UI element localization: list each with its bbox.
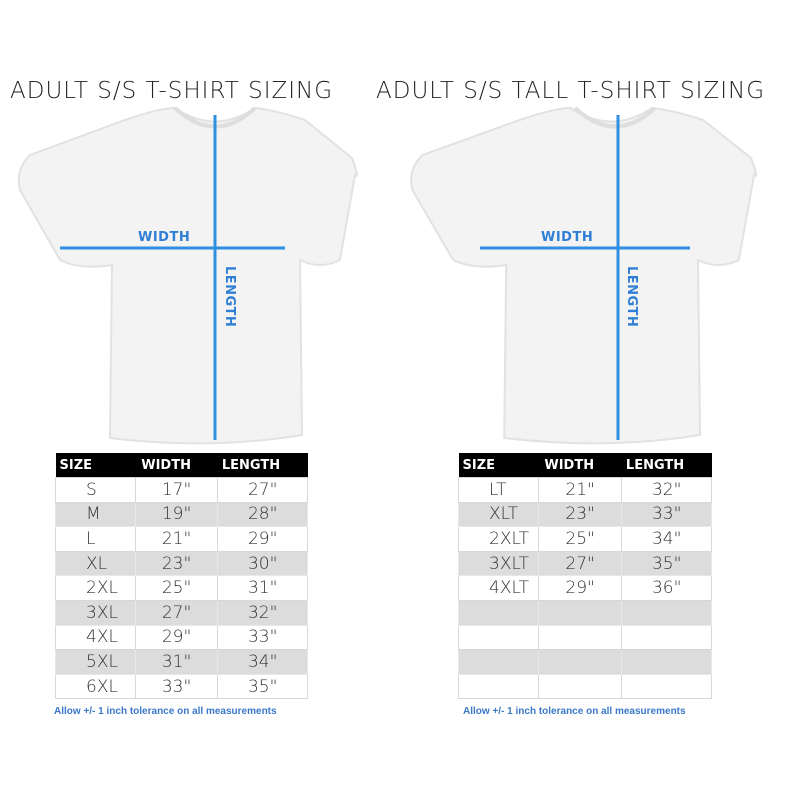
table-row	[458, 673, 712, 700]
header-size: SIZE	[55, 453, 136, 478]
cell-size	[458, 673, 539, 700]
cell-size: LT	[458, 477, 539, 503]
cell-size: 2XLT	[458, 526, 539, 552]
cell-length: 35"	[621, 550, 712, 577]
cell-length: 28"	[217, 501, 308, 528]
cell-width: 19"	[134, 501, 219, 528]
cell-size: XLT	[458, 501, 539, 528]
cell-width: 27"	[134, 599, 219, 626]
table-row	[458, 624, 712, 651]
cell-size: M	[55, 501, 136, 528]
tolerance-note-right: Allow +/- 1 inch tolerance on all measur…	[463, 706, 686, 717]
cell-length: 27"	[217, 477, 308, 503]
cell-size: 3XL	[55, 599, 136, 626]
table-row: 2XL 25" 31"	[55, 575, 308, 601]
cell-size: 4XL	[55, 624, 136, 651]
right-title: ADULT S/S TALL T-SHIRT SIZING	[376, 78, 766, 104]
cell-width: 17"	[134, 477, 219, 503]
cell-width: 29"	[537, 575, 623, 601]
table-row: 4XL 29" 33"	[55, 624, 308, 651]
table-row: 5XL 31" 34"	[55, 649, 308, 675]
left-title: ADULT S/S T-SHIRT SIZING	[10, 78, 334, 104]
cell-width: 23"	[537, 501, 623, 528]
cell-length: 35"	[217, 673, 308, 700]
header-size: SIZE	[458, 453, 539, 478]
cell-length: 30"	[217, 550, 308, 577]
table-row: XLT 23" 33"	[458, 501, 712, 528]
cell-width: 31"	[134, 649, 219, 675]
cell-size: 3XLT	[458, 550, 539, 577]
tshirt-illustration-right	[410, 106, 758, 445]
cell-width: 21"	[537, 477, 623, 503]
cell-size: 6XL	[55, 673, 136, 700]
cell-length: 34"	[217, 649, 308, 675]
cell-size: L	[55, 526, 136, 552]
size-table-left: SIZE WIDTH LENGTH S 17" 27" M 19" 28" L 21" 29" X…	[55, 453, 308, 700]
cell-size: XL	[55, 550, 136, 577]
table-row	[458, 599, 712, 626]
length-label-right: LENGTH	[624, 266, 639, 328]
table-row: 6XL 33" 35"	[55, 673, 308, 700]
cell-width: 23"	[134, 550, 219, 577]
width-label-left: WIDTH	[138, 230, 191, 245]
cell-width: 33"	[134, 673, 219, 700]
header-length: LENGTH	[217, 453, 308, 478]
cell-length: 32"	[621, 477, 712, 503]
cell-size: 2XL	[55, 575, 136, 601]
length-label-left: LENGTH	[222, 266, 237, 328]
cell-length: 33"	[217, 624, 308, 651]
cell-length: 34"	[621, 526, 712, 552]
cell-width: 21"	[134, 526, 219, 552]
cell-width	[537, 599, 623, 626]
cell-length: 31"	[217, 575, 308, 601]
cell-width	[537, 624, 623, 651]
table-row: S 17" 27"	[55, 477, 308, 503]
table-row: 2XLT 25" 34"	[458, 526, 712, 552]
cell-size	[458, 649, 539, 675]
tshirt-illustration-left	[17, 106, 358, 445]
header-width: WIDTH	[538, 453, 622, 478]
cell-length: 33"	[621, 501, 712, 528]
cell-size	[458, 624, 539, 651]
cell-width: 25"	[134, 575, 219, 601]
cell-width	[537, 649, 623, 675]
cell-size: S	[55, 477, 136, 503]
cell-size: 5XL	[55, 649, 136, 675]
cell-length: 36"	[621, 575, 712, 601]
table-row: L 21" 29"	[55, 526, 308, 552]
table-row	[458, 649, 712, 675]
cell-width	[537, 673, 623, 700]
tolerance-note-left: Allow +/- 1 inch tolerance on all measur…	[54, 706, 277, 717]
table-row: 4XLT 29" 36"	[458, 575, 712, 601]
cell-length	[621, 624, 712, 651]
table-row: 3XL 27" 32"	[55, 599, 308, 626]
cell-width: 27"	[537, 550, 623, 577]
size-table-right: SIZE WIDTH LENGTH LT 21" 32" XLT 23" 33" 2XLT 2…	[458, 453, 712, 700]
width-label-right: WIDTH	[541, 230, 594, 245]
table-row: M 19" 28"	[55, 501, 308, 528]
cell-length: 32"	[217, 599, 308, 626]
cell-width: 29"	[134, 624, 219, 651]
cell-length	[621, 599, 712, 626]
cell-width: 25"	[537, 526, 623, 552]
cell-length	[621, 649, 712, 675]
table-row: LT 21" 32"	[458, 477, 712, 503]
cell-length: 29"	[217, 526, 308, 552]
cell-size: 4XLT	[458, 575, 539, 601]
table-row: XL 23" 30"	[55, 550, 308, 577]
cell-size	[458, 599, 539, 626]
header-length: LENGTH	[621, 453, 712, 478]
cell-length	[621, 673, 712, 700]
table-row: 3XLT 27" 35"	[458, 550, 712, 577]
header-width: WIDTH	[135, 453, 218, 478]
